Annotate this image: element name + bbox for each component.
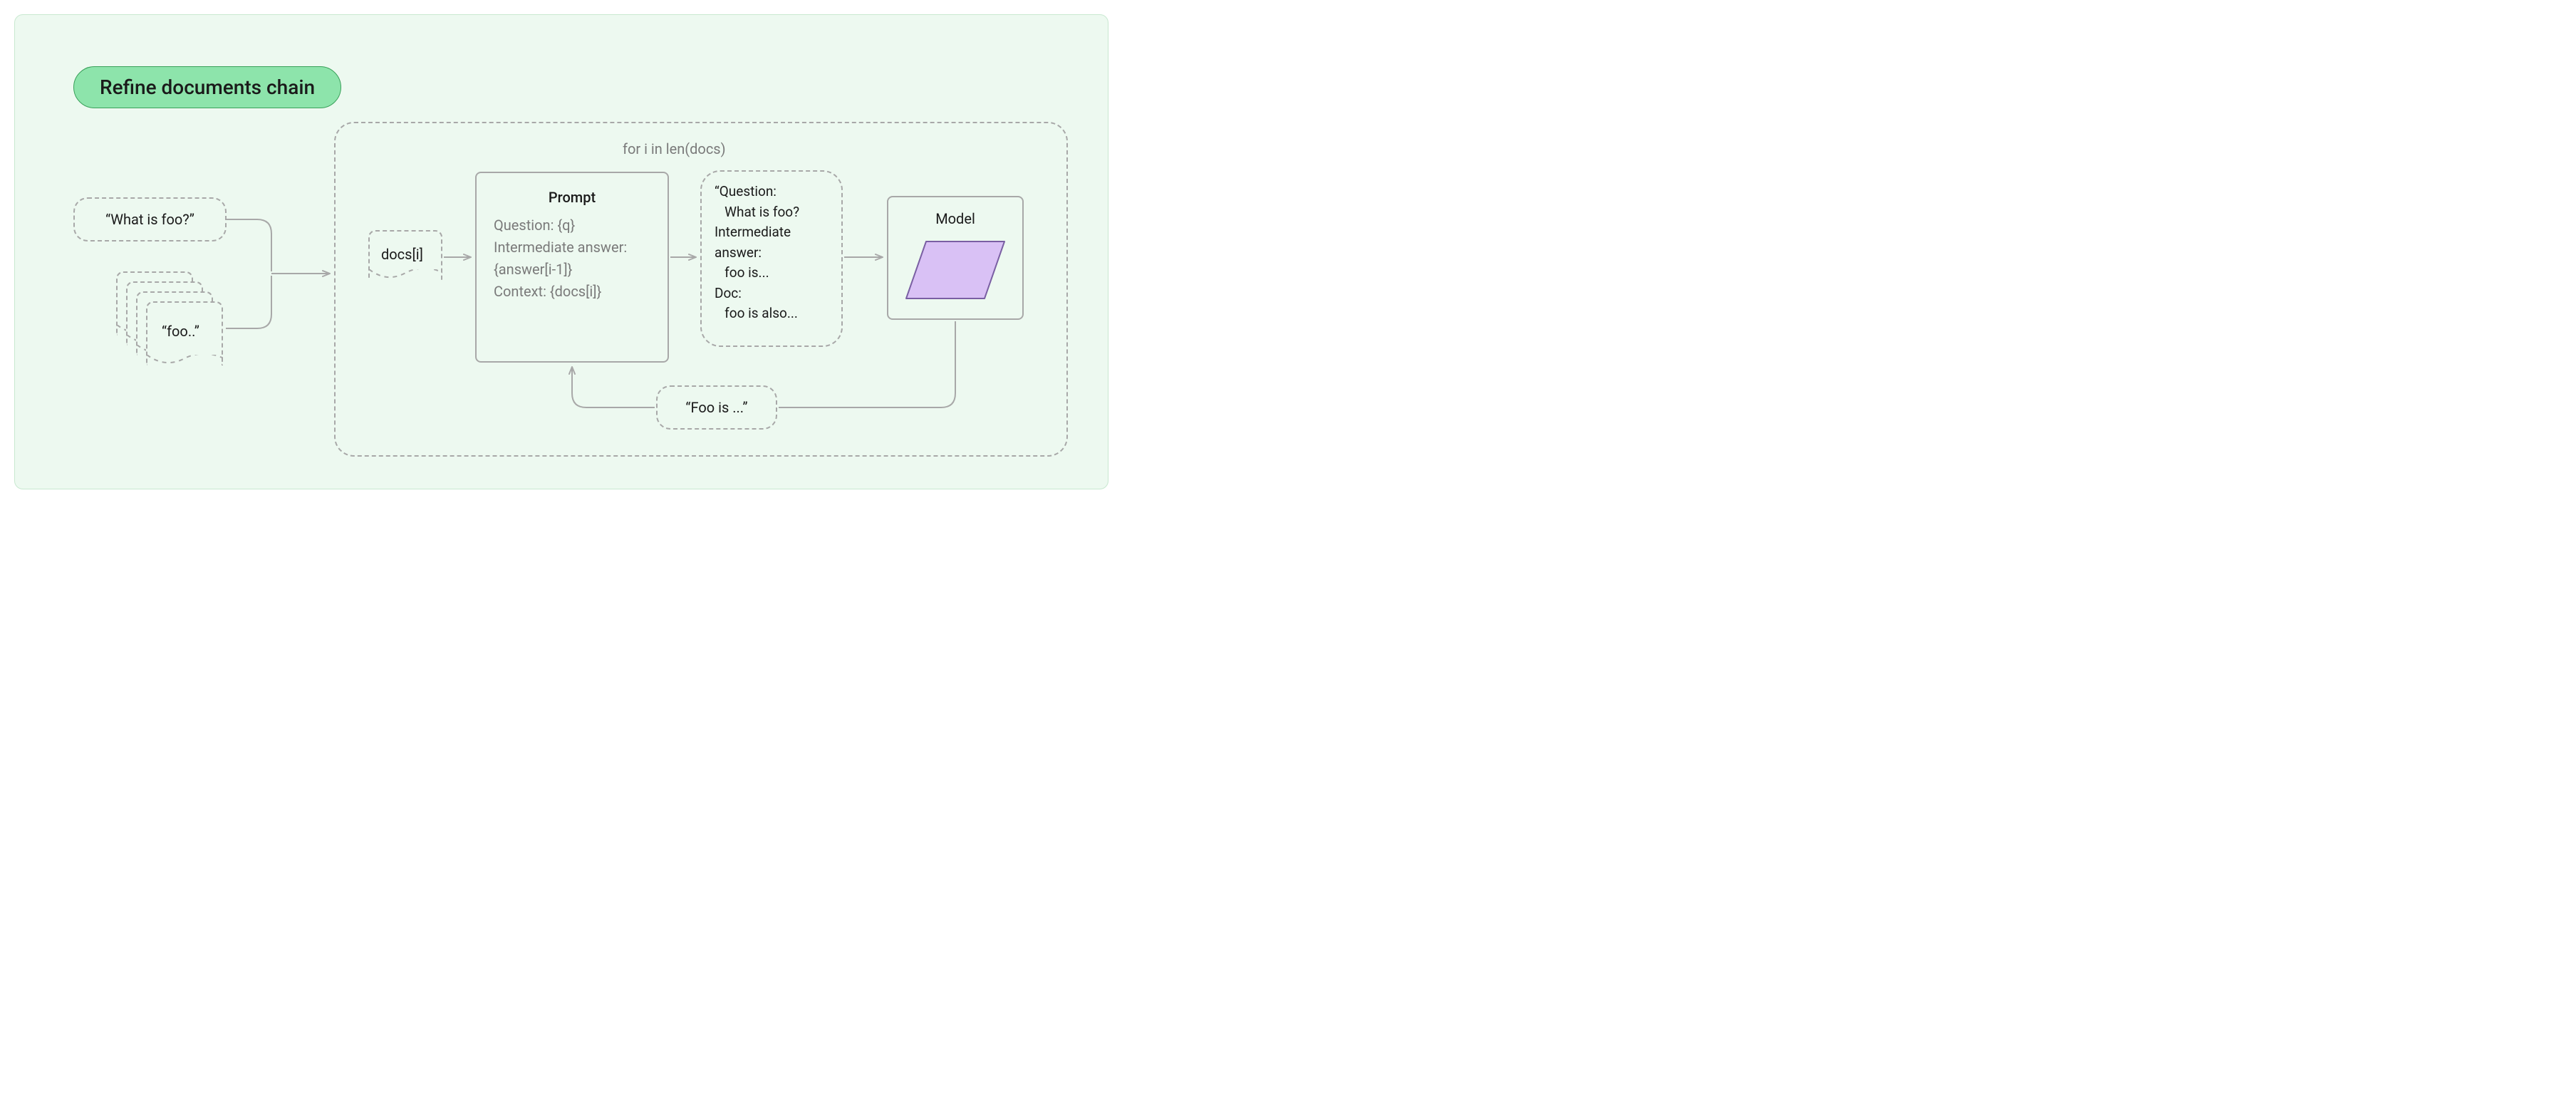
example-line: foo is...: [715, 263, 829, 284]
example-lines: “Question: What is foo? Intermediate ans…: [715, 182, 829, 324]
docs-i-label: docs[i]: [381, 246, 423, 263]
model-label: Model: [935, 210, 975, 227]
prompt-line: Question: {q}: [494, 214, 650, 237]
diagram-title-text: Refine documents chain: [100, 76, 315, 99]
example-node: “Question: What is foo? Intermediate ans…: [700, 170, 843, 347]
example-line: answer:: [715, 243, 829, 264]
prompt-line: Context: {docs[i]}: [494, 281, 650, 303]
example-line: Doc:: [715, 284, 829, 304]
example-line: What is foo?: [715, 202, 829, 223]
prompt-line: {answer[i-1]}: [494, 259, 650, 281]
model-node: Model: [887, 196, 1024, 320]
prompt-node: Prompt Question: {q} Intermediate answer…: [475, 172, 669, 363]
example-line: “Question:: [715, 182, 829, 202]
docs-stack-node: “foo..”: [116, 271, 223, 371]
diagram-title: Refine documents chain: [73, 66, 341, 108]
prompt-title: Prompt: [494, 189, 650, 206]
edge-docs-to-merge: [226, 276, 271, 328]
loop-label: for i in len(docs): [617, 140, 732, 157]
question-node: “What is foo?”: [73, 197, 227, 241]
prompt-line: Intermediate answer:: [494, 237, 650, 259]
feedback-node: “Foo is ...”: [656, 385, 777, 430]
edge-q-to-merge: [227, 219, 271, 271]
question-label: “What is foo?”: [105, 211, 194, 228]
docs-i-node: docs[i]: [368, 230, 442, 284]
docs-stack-label: “foo..”: [162, 323, 199, 340]
prompt-lines: Question: {q} Intermediate answer: {answ…: [494, 214, 650, 303]
diagram-canvas: Refine documents chain for i in len(docs…: [14, 14, 1108, 489]
example-line: foo is also...: [715, 303, 829, 324]
feedback-label: “Foo is ...”: [685, 399, 747, 416]
example-line: Intermediate: [715, 222, 829, 243]
parallelogram-icon: [902, 237, 1009, 303]
